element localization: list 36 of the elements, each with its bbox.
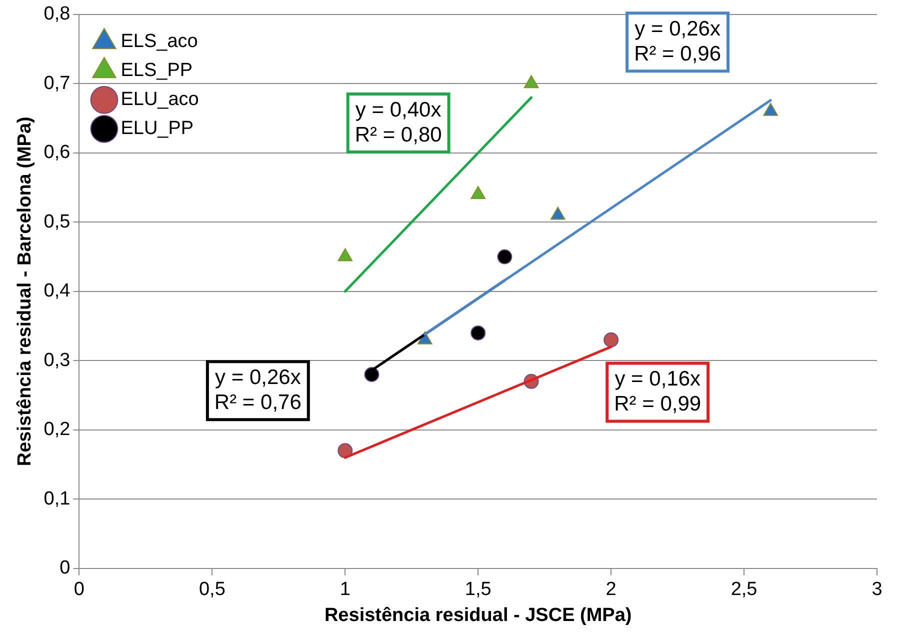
legend-label: ELS_PP — [120, 60, 193, 82]
y-tick-label: 0,2 — [44, 419, 70, 440]
x-tick-label: 2 — [606, 579, 616, 600]
point — [338, 443, 353, 458]
point — [470, 325, 486, 340]
annotation: y = 0,40x R² = 0,80 — [354, 98, 442, 146]
legend-label: ELS_aco — [120, 31, 198, 52]
legend-label: ELU_aco — [120, 89, 199, 110]
y-tick-label: 0,8 — [44, 4, 70, 25]
x-tick-label: 3 — [872, 579, 882, 600]
point — [763, 102, 778, 116]
annotation: y = 0,16x R² = 0,99 — [614, 368, 702, 416]
point — [604, 332, 619, 348]
point — [338, 248, 353, 262]
y-tick-label: 0 — [60, 558, 70, 579]
y-tick-label: 0,5 — [44, 211, 70, 232]
y-tick-label: 0,4 — [44, 280, 71, 302]
annotation: y = 0,26x R² = 0,96 — [634, 17, 722, 66]
legend-label: ELU_PP — [120, 118, 194, 140]
y-axis-title: Resistência residual - Barcelona (MPa) — [14, 116, 36, 466]
y-tick-label: 0,7 — [44, 72, 70, 94]
x-tick-label: 0 — [74, 579, 84, 600]
x-tick-label: 1,5 — [464, 579, 492, 600]
x-tick-label: 2,5 — [730, 579, 758, 600]
x-tick-label: 1 — [340, 579, 350, 600]
x-tick-label: 0,5 — [198, 579, 226, 600]
point — [524, 75, 539, 88]
point — [550, 206, 566, 220]
annotation: y = 0,26x R² = 0,76 — [214, 366, 302, 414]
point — [497, 249, 512, 264]
point — [470, 186, 486, 199]
y-tick-label: 0,6 — [44, 142, 70, 164]
y-tick-label: 0,3 — [44, 350, 70, 371]
x-axis-title: Resistência residual - JSCE (MPa) — [324, 604, 632, 626]
point — [364, 367, 380, 382]
y-tick-label: 0,1 — [44, 488, 70, 510]
